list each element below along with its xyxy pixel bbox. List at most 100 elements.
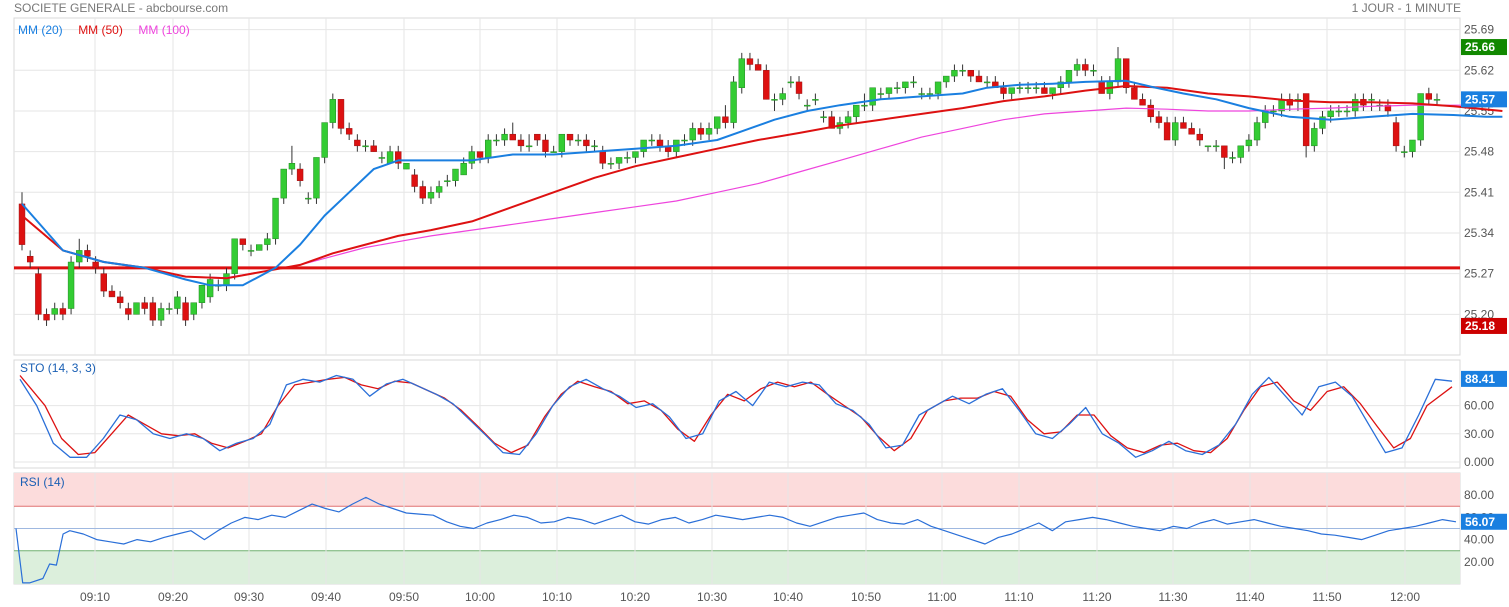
candle-body xyxy=(779,93,786,100)
candle-body xyxy=(1024,87,1032,89)
time-tick-label: 10:00 xyxy=(465,590,495,604)
candle xyxy=(893,81,901,94)
candle xyxy=(247,244,255,257)
time-tick-label: 09:20 xyxy=(158,590,188,604)
candle-body xyxy=(296,168,304,181)
candle xyxy=(550,145,557,153)
candle-body xyxy=(501,133,508,141)
candle-body xyxy=(1384,104,1392,112)
candle-body xyxy=(697,128,705,135)
candle-body xyxy=(681,139,688,142)
legend-item-3: MM (100) xyxy=(138,23,189,37)
candle-body xyxy=(1073,64,1081,71)
candle-body xyxy=(67,261,75,309)
price-tick-label: 25.41 xyxy=(1464,185,1494,199)
candle xyxy=(1204,145,1212,152)
candle xyxy=(51,302,58,321)
candle xyxy=(1221,145,1228,170)
candle-body xyxy=(1352,99,1359,112)
candle-body xyxy=(1237,145,1244,158)
candle xyxy=(517,134,525,152)
candle-body xyxy=(452,168,459,181)
time-tick-label: 10:10 xyxy=(542,590,572,604)
time-tick-label: 11:00 xyxy=(927,590,956,604)
candle-body xyxy=(166,308,173,310)
candle-body xyxy=(1229,157,1236,159)
candle xyxy=(239,238,247,251)
badge-high: 25.66 xyxy=(1465,40,1495,54)
candle-body xyxy=(926,93,934,95)
candle-body xyxy=(35,273,42,315)
chart-title: SOCIETE GENERALE - abcbourse.com xyxy=(14,1,229,15)
time-tick-label: 09:10 xyxy=(80,590,110,604)
candle xyxy=(1122,58,1130,94)
badge-low-bg xyxy=(1461,317,1507,334)
candle xyxy=(1425,87,1433,106)
ma20-line xyxy=(21,79,1503,287)
panel-frame xyxy=(13,17,1461,356)
candle-body xyxy=(599,151,606,164)
candle-body xyxy=(92,261,99,269)
candle-body xyxy=(1000,87,1007,94)
candle-body xyxy=(722,116,729,123)
candle-body xyxy=(288,163,296,170)
candle-body xyxy=(1409,139,1416,152)
candle-body xyxy=(975,75,983,83)
candle xyxy=(1229,151,1236,164)
candle-body xyxy=(108,290,116,298)
candle-body xyxy=(934,81,942,94)
time-tick-label: 10:50 xyxy=(851,590,881,604)
candle-body xyxy=(1270,110,1277,113)
candle xyxy=(272,197,279,245)
candle xyxy=(354,134,361,152)
time-tick-label: 10:30 xyxy=(697,590,727,604)
candle xyxy=(1180,116,1187,129)
candle-body xyxy=(206,279,214,298)
candle-body xyxy=(1016,87,1024,89)
candle xyxy=(133,302,140,315)
time-tick-label: 09:30 xyxy=(234,590,264,604)
candle-body xyxy=(305,197,312,200)
candle-body xyxy=(362,145,369,148)
candle xyxy=(378,151,386,164)
candle xyxy=(1057,76,1064,94)
candle-body xyxy=(1253,122,1261,141)
price-tick-label: 25.69 xyxy=(1464,23,1494,37)
candle xyxy=(656,134,664,152)
candle-body xyxy=(566,133,574,141)
candle-body xyxy=(1433,99,1441,101)
candle xyxy=(566,133,574,146)
candle-body xyxy=(427,192,435,199)
candle-body xyxy=(558,133,566,152)
candle-body xyxy=(615,157,623,164)
candle-body xyxy=(1163,122,1171,141)
candle-body xyxy=(820,116,827,119)
candle-body xyxy=(1204,145,1212,148)
candle xyxy=(116,291,124,309)
candle xyxy=(468,145,476,170)
candle xyxy=(812,93,819,106)
candle xyxy=(395,145,402,170)
candle-body xyxy=(648,139,655,142)
candle-body xyxy=(157,308,165,321)
candle xyxy=(714,116,721,135)
candle-body xyxy=(1131,87,1138,100)
candle-body xyxy=(1302,93,1310,147)
candle xyxy=(166,302,173,315)
candle xyxy=(108,285,116,298)
candle xyxy=(452,168,459,187)
candle-body xyxy=(329,99,337,123)
candle-body xyxy=(313,157,320,199)
candle-body xyxy=(174,296,181,309)
candle-body xyxy=(812,99,819,101)
time-tick-label: 10:20 xyxy=(620,590,650,604)
candle xyxy=(1245,134,1253,152)
candle-body xyxy=(435,186,443,193)
candle xyxy=(771,93,778,111)
candle xyxy=(746,52,754,71)
candle-body xyxy=(804,104,811,107)
rsi-badge: 56.07 xyxy=(1465,515,1495,529)
candle-body xyxy=(1057,81,1064,88)
candle-body xyxy=(1188,128,1195,135)
